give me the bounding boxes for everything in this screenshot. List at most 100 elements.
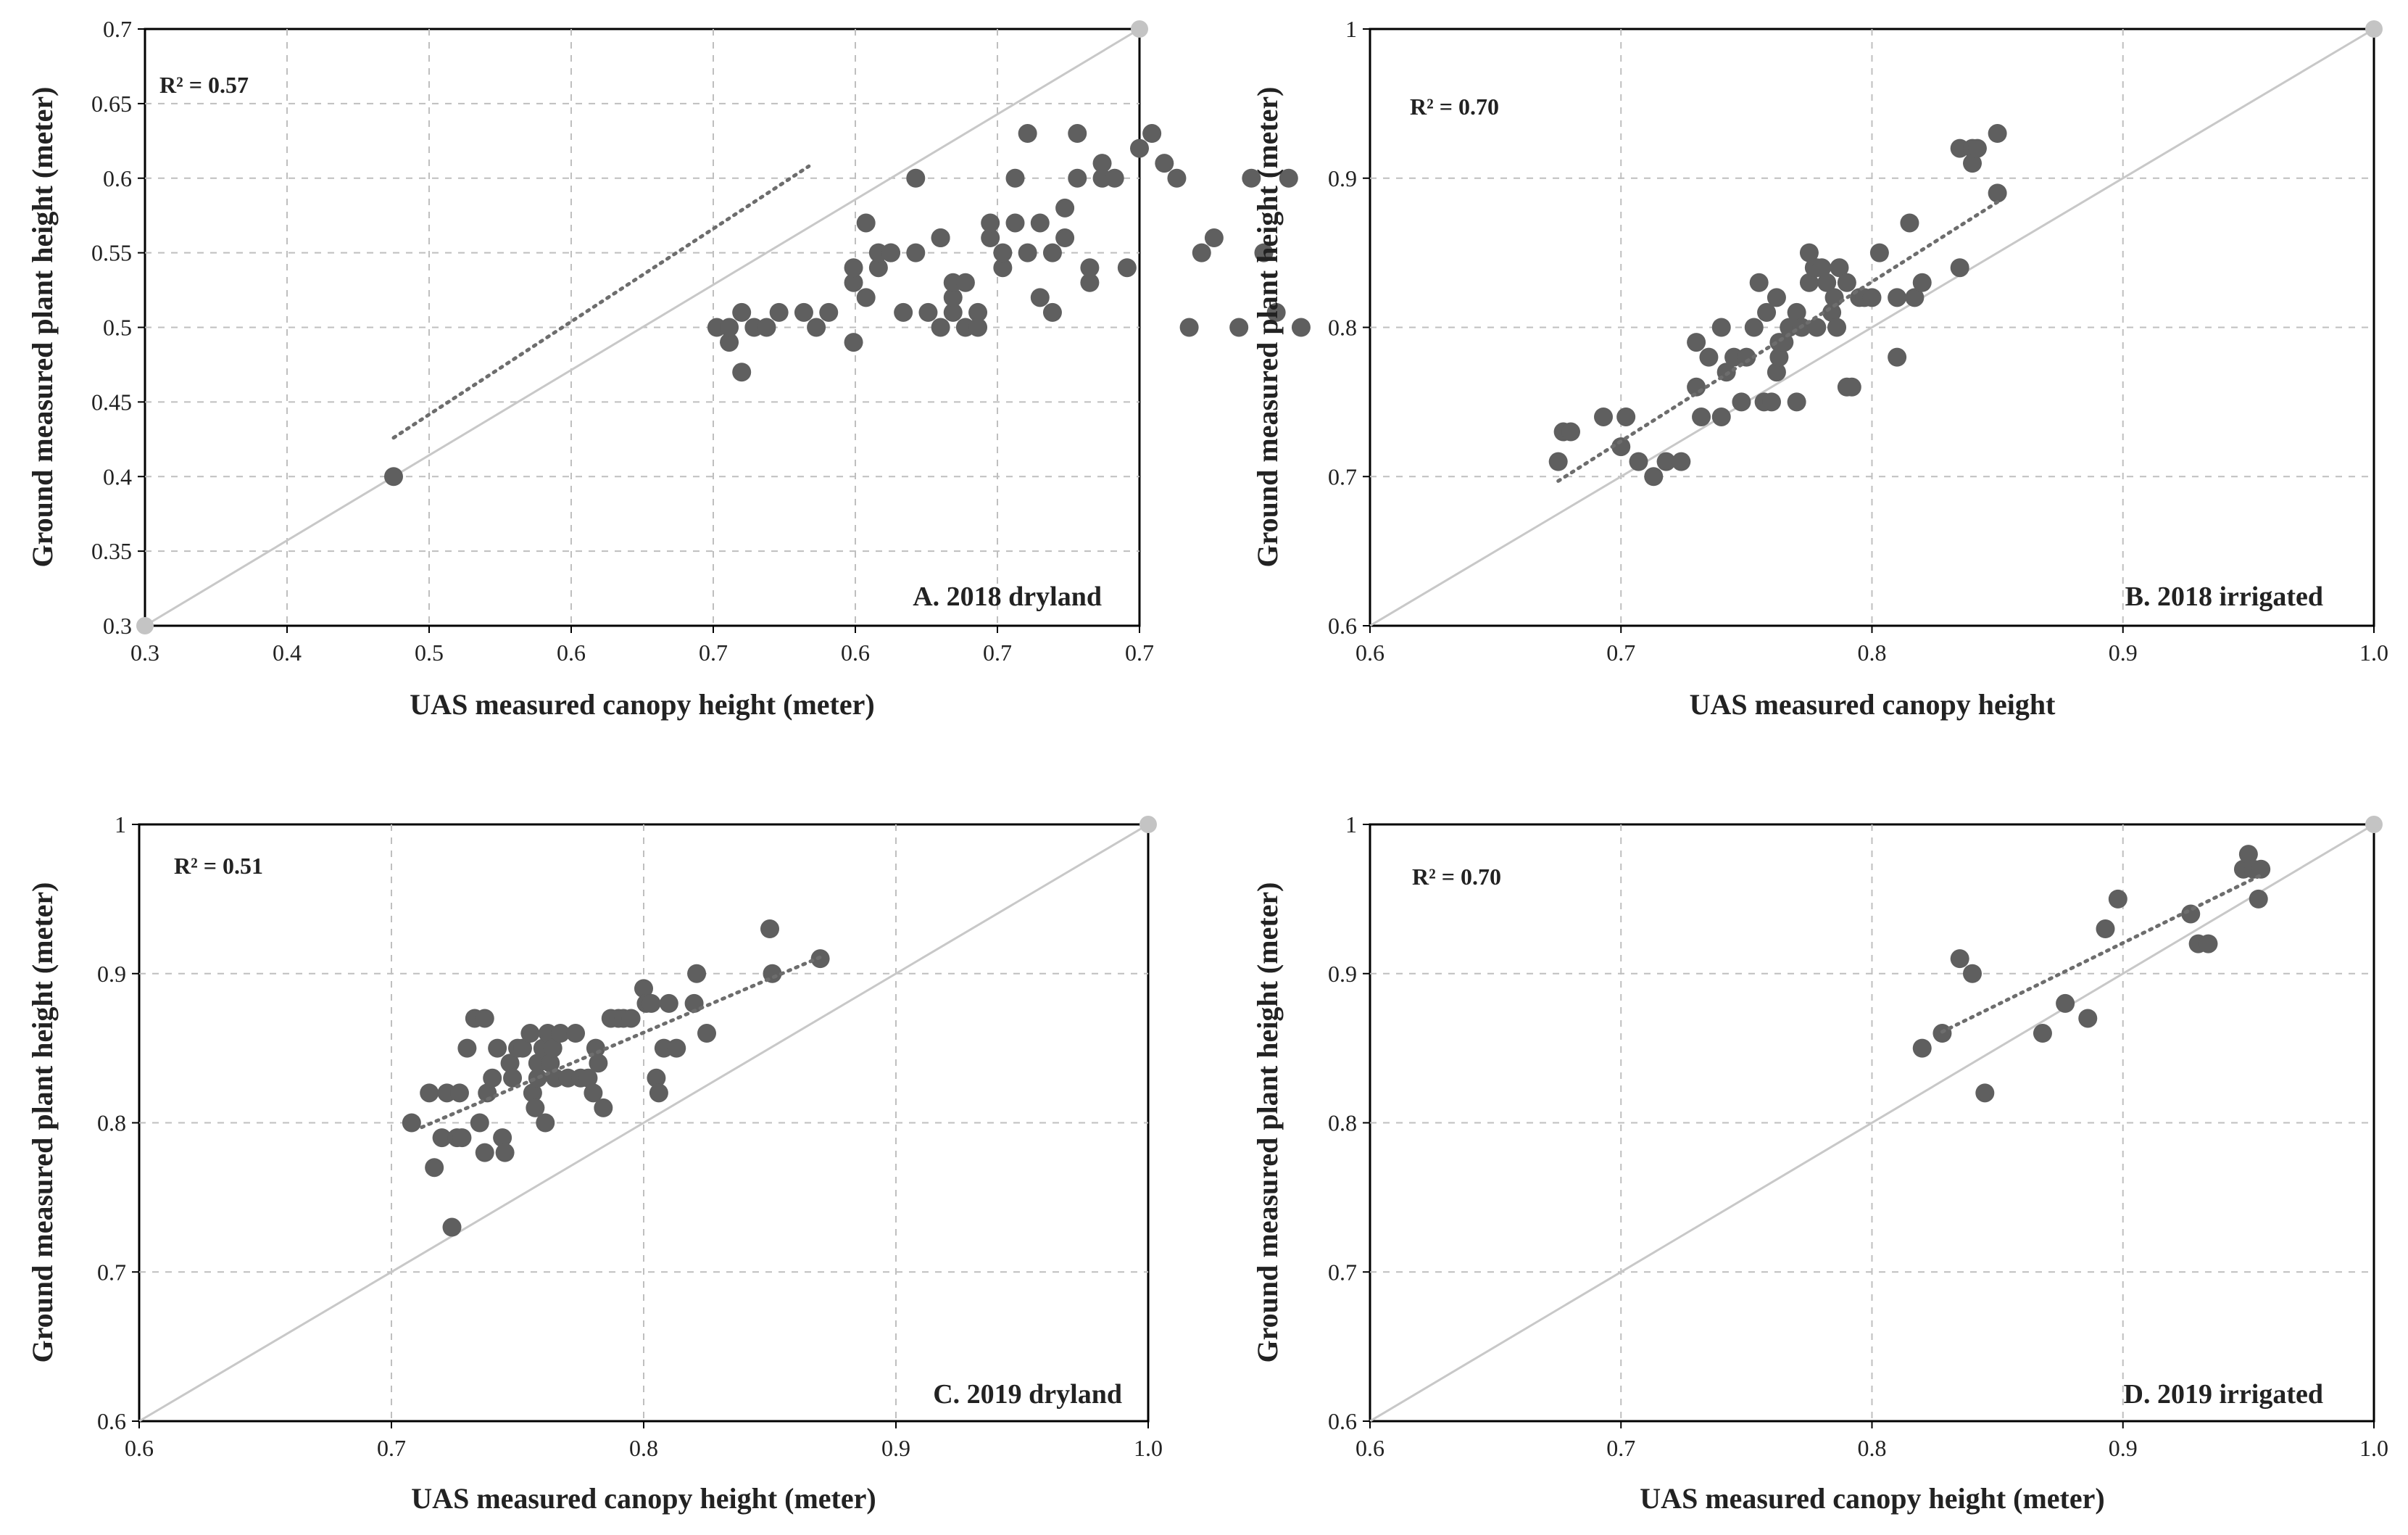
r-squared-label-b: R² = 0.70 bbox=[1410, 94, 1499, 120]
data-point-b bbox=[1967, 138, 1987, 158]
panel-title-a: A. 2018 dryland bbox=[913, 582, 1102, 612]
data-point-c bbox=[402, 1113, 421, 1133]
data-point-a bbox=[1291, 318, 1311, 337]
x-tick-label-c: 1.0 bbox=[1134, 1435, 1163, 1461]
data-point-a bbox=[1005, 168, 1025, 188]
data-point-c bbox=[526, 1098, 545, 1117]
data-point-b bbox=[1769, 347, 1789, 367]
data-point-b bbox=[1744, 318, 1764, 337]
y-tick-label-b: 0.7 bbox=[1328, 463, 1357, 489]
x-tick-label-a: 0.5 bbox=[415, 640, 444, 666]
data-point-b bbox=[1837, 273, 1856, 292]
x-axis-title-b: UAS measured canopy height bbox=[1690, 688, 2056, 721]
y-tick-label-b: 0.9 bbox=[1328, 165, 1357, 191]
data-point-b bbox=[1692, 407, 1711, 426]
data-point-b bbox=[1912, 273, 1932, 292]
x-tick-label-d: 0.6 bbox=[1355, 1435, 1384, 1461]
data-point-d bbox=[2251, 859, 2271, 879]
data-point-a bbox=[1167, 168, 1187, 188]
data-point-c bbox=[543, 1038, 562, 1058]
data-point-a bbox=[1142, 124, 1162, 144]
data-point-b bbox=[1842, 377, 1861, 397]
data-point-b bbox=[1732, 392, 1751, 412]
x-axis-title-c: UAS measured canopy height (meter) bbox=[411, 1482, 876, 1515]
data-point-b bbox=[1616, 407, 1636, 426]
data-point-a bbox=[757, 318, 776, 337]
data-point-a bbox=[1080, 258, 1100, 278]
y-tick-label-a: 0.3 bbox=[103, 613, 132, 639]
x-tick-label-a: 0.3 bbox=[130, 640, 159, 666]
ticks-a: 0.3 0.4 0.5 0.6 0.7 0.6 0.7 0.7 0.3 0.35 0.4 0.45 0.… bbox=[91, 16, 1154, 666]
data-point-a bbox=[844, 273, 863, 292]
data-point-c bbox=[566, 1024, 586, 1043]
data-point-c bbox=[478, 1083, 497, 1103]
ticks-d: 0.6 0.7 0.8 0.9 1.0 0.6 0.7 0.8 0.9 1 bbox=[1328, 811, 2388, 1461]
data-point-c bbox=[420, 1083, 439, 1103]
data-point-c bbox=[523, 1083, 542, 1103]
data-point-a bbox=[1005, 213, 1025, 233]
data-point-b bbox=[1787, 392, 1806, 412]
data-point-a bbox=[732, 363, 752, 382]
data-point-b bbox=[1766, 288, 1786, 307]
y-tick-label-a: 0.5 bbox=[103, 315, 132, 341]
data-point-a bbox=[1204, 228, 1224, 248]
data-point-b bbox=[1822, 302, 1842, 322]
data-point-a bbox=[906, 243, 926, 262]
data-point-a bbox=[1279, 168, 1298, 188]
data-point-a bbox=[943, 302, 963, 322]
data-point-a bbox=[1042, 302, 1062, 322]
data-point-b bbox=[1827, 318, 1847, 337]
data-point-c bbox=[659, 993, 678, 1013]
x-tick-label-d: 0.9 bbox=[2109, 1435, 2138, 1461]
y-tick-label-b: 0.8 bbox=[1328, 315, 1357, 341]
y-tick-label-a: 0.4 bbox=[103, 463, 132, 489]
x-tick-label-c: 0.9 bbox=[881, 1435, 910, 1461]
y-axis-title-b: Ground measured plant height (meter) bbox=[1251, 87, 1284, 568]
data-point-d bbox=[2056, 993, 2075, 1013]
data-point-a bbox=[1242, 168, 1261, 188]
data-point-a bbox=[1030, 213, 1050, 233]
data-point-c bbox=[642, 993, 661, 1013]
gridlines-a bbox=[145, 29, 1139, 626]
data-point-a bbox=[844, 333, 863, 352]
data-point-d bbox=[2096, 919, 2115, 939]
data-point-a bbox=[968, 318, 988, 337]
data-point-b bbox=[1749, 273, 1769, 292]
data-point-c bbox=[551, 1024, 570, 1043]
data-point-a bbox=[1018, 243, 1037, 262]
data-point-a bbox=[769, 302, 789, 322]
data-point-a bbox=[931, 318, 950, 337]
data-point-b bbox=[1988, 124, 2007, 144]
data-point-b bbox=[1888, 288, 1907, 307]
data-point-a bbox=[943, 288, 963, 307]
trendline-a bbox=[391, 164, 811, 440]
data-point-b bbox=[1629, 452, 1648, 471]
data-point-b bbox=[1561, 422, 1580, 442]
data-point-b bbox=[1762, 392, 1781, 412]
data-point-b bbox=[1888, 347, 1907, 367]
y-tick-label-c: 0.9 bbox=[97, 961, 126, 987]
data-point-a bbox=[1055, 198, 1075, 218]
data-point-b bbox=[1787, 302, 1806, 322]
data-point-a bbox=[1080, 273, 1100, 292]
y-tick-label-d: 0.9 bbox=[1328, 961, 1357, 987]
y-tick-label-d: 1 bbox=[1345, 811, 1357, 837]
data-point-a bbox=[807, 318, 826, 337]
data-point-c bbox=[488, 1038, 507, 1058]
data-point-b bbox=[1644, 467, 1664, 487]
x-tick-label-b: 1.0 bbox=[2359, 640, 2388, 666]
y-tick-label-a: 0.6 bbox=[103, 165, 132, 191]
data-point-b bbox=[1905, 288, 1925, 307]
panel-title-c: C. 2019 dryland bbox=[933, 1379, 1122, 1410]
x-tick-label-a: 0.7 bbox=[699, 640, 728, 666]
data-point-a bbox=[1155, 154, 1174, 173]
data-point-a bbox=[720, 318, 739, 337]
y-axis-title-a: Ground measured plant height (meter) bbox=[26, 87, 59, 568]
data-point-d bbox=[2033, 1024, 2052, 1043]
y-tick-label-c: 0.7 bbox=[97, 1259, 126, 1285]
data-point-a bbox=[1092, 154, 1112, 173]
data-point-c bbox=[500, 1054, 520, 1073]
data-point-b bbox=[1737, 347, 1756, 367]
data-point-c bbox=[541, 1054, 560, 1073]
data-point-c bbox=[495, 1143, 515, 1162]
